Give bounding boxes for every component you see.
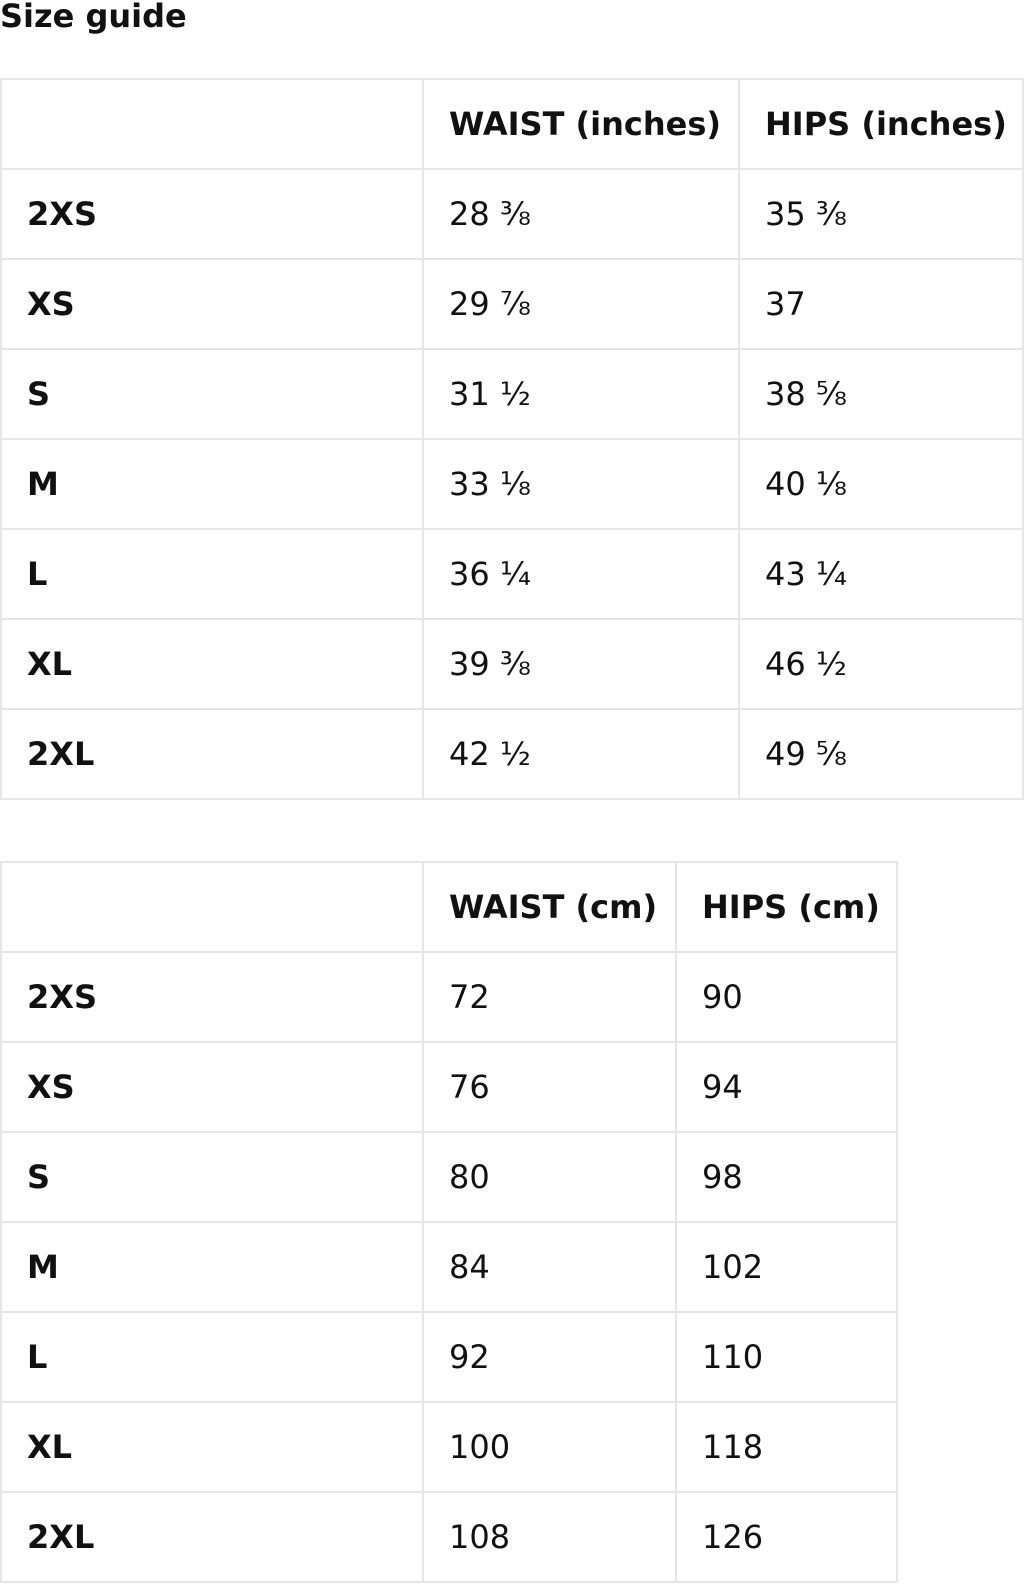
table-row: 2XS 28 ⅜ 35 ⅜ — [0, 168, 1024, 260]
table-row: M 33 ⅛ 40 ⅛ — [0, 438, 1024, 530]
waist-cell: 29 ⅞ — [422, 258, 740, 350]
size-cell: M — [0, 438, 424, 530]
waist-cell: 100 — [422, 1401, 677, 1493]
hips-cell: 46 ½ — [738, 618, 1024, 710]
size-cell: XL — [0, 1401, 424, 1493]
table-row: L 36 ¼ 43 ¼ — [0, 528, 1024, 620]
waist-cell: 92 — [422, 1311, 677, 1403]
hips-cell: 35 ⅜ — [738, 168, 1024, 260]
table-row: XS 76 94 — [0, 1041, 898, 1133]
waist-cell: 33 ⅛ — [422, 438, 740, 530]
size-table-inches: WAIST (inches) HIPS (inches) 2XS 28 ⅜ 35 ⅜… — [0, 78, 1024, 800]
waist-cell: 84 — [422, 1221, 677, 1313]
size-cell: 2XL — [0, 1491, 424, 1583]
waist-cell: 76 — [422, 1041, 677, 1133]
header-waist: WAIST (inches) — [422, 78, 740, 170]
page-title: Size guide — [0, 0, 187, 35]
hips-cell: 49 ⅝ — [738, 708, 1024, 800]
header-hips: HIPS (inches) — [738, 78, 1024, 170]
waist-cell: 72 — [422, 951, 677, 1043]
table-row: L 92 110 — [0, 1311, 898, 1403]
hips-cell: 43 ¼ — [738, 528, 1024, 620]
waist-cell: 108 — [422, 1491, 677, 1583]
table-row: S 80 98 — [0, 1131, 898, 1223]
table-row: 2XL 108 126 — [0, 1491, 898, 1583]
hips-cell: 98 — [675, 1131, 898, 1223]
table-row: XS 29 ⅞ 37 — [0, 258, 1024, 350]
size-cell: XS — [0, 1041, 424, 1133]
table-row: 2XL 42 ½ 49 ⅝ — [0, 708, 1024, 800]
hips-cell: 90 — [675, 951, 898, 1043]
hips-cell: 40 ⅛ — [738, 438, 1024, 530]
size-cell: XS — [0, 258, 424, 350]
waist-cell: 36 ¼ — [422, 528, 740, 620]
header-size — [0, 861, 424, 953]
header-size — [0, 78, 424, 170]
size-cell: S — [0, 348, 424, 440]
hips-cell: 94 — [675, 1041, 898, 1133]
size-cell: 2XS — [0, 951, 424, 1043]
table-header-row: WAIST (cm) HIPS (cm) — [0, 861, 898, 953]
table-header-row: WAIST (inches) HIPS (inches) — [0, 78, 1024, 170]
waist-cell: 31 ½ — [422, 348, 740, 440]
header-hips: HIPS (cm) — [675, 861, 898, 953]
hips-cell: 38 ⅝ — [738, 348, 1024, 440]
header-waist: WAIST (cm) — [422, 861, 677, 953]
waist-cell: 28 ⅜ — [422, 168, 740, 260]
table-row: XL 100 118 — [0, 1401, 898, 1493]
waist-cell: 80 — [422, 1131, 677, 1223]
table-row: M 84 102 — [0, 1221, 898, 1313]
hips-cell: 102 — [675, 1221, 898, 1313]
table-row: S 31 ½ 38 ⅝ — [0, 348, 1024, 440]
size-table-cm: WAIST (cm) HIPS (cm) 2XS 72 90 XS 76 94 S 80 98 M… — [0, 861, 898, 1583]
hips-cell: 118 — [675, 1401, 898, 1493]
size-cell: S — [0, 1131, 424, 1223]
hips-cell: 37 — [738, 258, 1024, 350]
hips-cell: 126 — [675, 1491, 898, 1583]
size-cell: XL — [0, 618, 424, 710]
hips-cell: 110 — [675, 1311, 898, 1403]
size-cell: M — [0, 1221, 424, 1313]
size-cell: L — [0, 1311, 424, 1403]
table-row: XL 39 ⅜ 46 ½ — [0, 618, 1024, 710]
size-cell: 2XS — [0, 168, 424, 260]
waist-cell: 42 ½ — [422, 708, 740, 800]
size-cell: L — [0, 528, 424, 620]
table-row: 2XS 72 90 — [0, 951, 898, 1043]
waist-cell: 39 ⅜ — [422, 618, 740, 710]
size-cell: 2XL — [0, 708, 424, 800]
